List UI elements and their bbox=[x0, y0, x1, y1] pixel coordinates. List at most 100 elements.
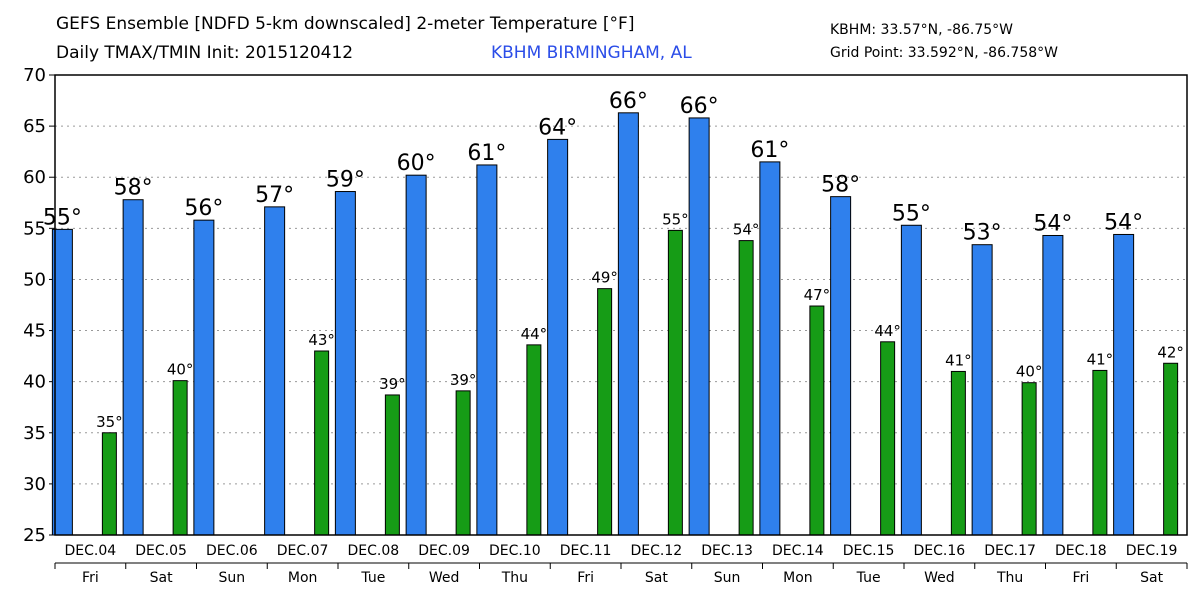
tmax-data-label: 64° bbox=[538, 115, 577, 140]
tmax-data-label: 61° bbox=[750, 138, 789, 163]
tmax-data-label: 60° bbox=[397, 151, 436, 176]
y-tick-label: 60 bbox=[23, 167, 46, 188]
tmax-data-label: 58° bbox=[821, 173, 860, 198]
x-tick-label-date: DEC.19 bbox=[1126, 543, 1178, 559]
tmin-data-label: 49° bbox=[591, 269, 618, 287]
x-tick-label-date: DEC.05 bbox=[135, 543, 187, 559]
tmax-bar bbox=[547, 138, 569, 536]
x-tick-label-weekday: Fri bbox=[1073, 570, 1090, 586]
tmax-bar bbox=[264, 206, 286, 536]
x-tick-label-weekday: Sun bbox=[219, 570, 246, 586]
tmin-data-label: 41° bbox=[945, 351, 972, 369]
x-tick-label-weekday: Sun bbox=[714, 570, 741, 586]
tmax-bar bbox=[688, 117, 710, 536]
x-tick-label-weekday: Fri bbox=[577, 570, 594, 586]
tmin-data-label: 55° bbox=[662, 210, 689, 228]
tmax-data-label: 54° bbox=[1033, 211, 1072, 236]
tmin-bar bbox=[526, 344, 542, 536]
tmax-data-label: 56° bbox=[184, 196, 223, 221]
tmax-bar bbox=[971, 244, 993, 536]
tmax-bar bbox=[1113, 233, 1135, 536]
tmin-data-label: 42° bbox=[1157, 343, 1184, 361]
x-tick-label-date: DEC.12 bbox=[631, 543, 683, 559]
chart-subtitle: Daily TMAX/TMIN Init: 2015120412 bbox=[56, 43, 354, 63]
tmax-data-label: 59° bbox=[326, 168, 365, 193]
plot-frame bbox=[54, 74, 1188, 536]
tmin-data-label: 40° bbox=[1016, 363, 1043, 381]
tmin-data-label: 41° bbox=[1087, 350, 1114, 368]
tmax-data-label: 55° bbox=[43, 205, 82, 230]
tmin-data-label: 43° bbox=[308, 331, 335, 349]
tmin-bar bbox=[172, 380, 188, 536]
x-tick-label-weekday: Thu bbox=[501, 570, 528, 586]
y-tick-label: 50 bbox=[23, 269, 46, 290]
tmin-data-label: 44° bbox=[874, 322, 901, 340]
station-name: KBHM BIRMINGHAM, AL bbox=[491, 43, 692, 63]
tmin-bar bbox=[1092, 369, 1108, 536]
x-tick-label-date: DEC.07 bbox=[277, 543, 329, 559]
tmax-bar bbox=[1042, 234, 1064, 536]
tmax-bar bbox=[476, 164, 498, 536]
tmin-data-label: 39° bbox=[450, 371, 477, 389]
y-tick-label: 35 bbox=[23, 423, 46, 444]
x-tick-label-date: DEC.06 bbox=[206, 543, 258, 559]
chart-title: GEFS Ensemble [NDFD 5-km downscaled] 2-m… bbox=[56, 14, 635, 34]
tmax-bar bbox=[122, 199, 144, 536]
x-tick-label-date: DEC.15 bbox=[843, 543, 895, 559]
tmax-bar bbox=[617, 112, 639, 536]
tmin-bar bbox=[809, 305, 825, 536]
x-tick-label-date: DEC.11 bbox=[560, 543, 612, 559]
x-tick-label-weekday: Fri bbox=[82, 570, 99, 586]
tmin-bar bbox=[597, 288, 613, 536]
tmin-bar bbox=[1163, 362, 1179, 536]
x-tick-label-date: DEC.16 bbox=[914, 543, 966, 559]
x-tick-label-weekday: Tue bbox=[360, 570, 385, 586]
tmin-data-label: 54° bbox=[733, 221, 760, 239]
tmax-data-label: 58° bbox=[114, 176, 153, 201]
x-tick-label-weekday: Mon bbox=[288, 570, 318, 586]
x-tick-label-date: DEC.08 bbox=[348, 543, 400, 559]
y-tick-label: 30 bbox=[23, 474, 46, 495]
x-tick-label-date: DEC.14 bbox=[772, 543, 824, 559]
tmin-bar bbox=[314, 350, 330, 536]
tmax-bar bbox=[193, 219, 215, 536]
tmin-bar bbox=[101, 432, 117, 536]
y-tick-label: 70 bbox=[23, 65, 46, 86]
y-tick-label: 40 bbox=[23, 372, 46, 393]
tmax-data-label: 61° bbox=[467, 141, 506, 166]
grid-point-coordinates: Grid Point: 33.592°N, -86.758°W bbox=[830, 45, 1058, 61]
x-tick-label-date: DEC.13 bbox=[701, 543, 753, 559]
tmin-data-label: 39° bbox=[379, 375, 406, 393]
tmax-data-label: 54° bbox=[1104, 210, 1143, 235]
tmax-bar bbox=[405, 174, 427, 536]
tmin-bar bbox=[384, 394, 400, 536]
y-tick-label: 65 bbox=[23, 116, 46, 137]
tmax-bar bbox=[830, 196, 852, 536]
x-tick-label-weekday: Sat bbox=[150, 570, 173, 586]
x-tick-label-weekday: Wed bbox=[924, 570, 955, 586]
tmin-data-label: 40° bbox=[167, 361, 194, 379]
tmin-data-label: 35° bbox=[96, 413, 123, 431]
tmin-data-label: 44° bbox=[521, 325, 548, 343]
tmax-data-label: 55° bbox=[892, 201, 931, 226]
x-tick-label-weekday: Thu bbox=[996, 570, 1023, 586]
x-tick-label-date: DEC.09 bbox=[418, 543, 470, 559]
x-tick-label-weekday: Wed bbox=[429, 570, 460, 586]
tmin-bar bbox=[950, 370, 966, 536]
y-tick-label: 55 bbox=[23, 218, 46, 239]
tmin-bar bbox=[738, 240, 754, 536]
tmax-bar bbox=[900, 224, 922, 536]
x-tick-label-weekday: Mon bbox=[783, 570, 813, 586]
x-tick-label-weekday: Tue bbox=[856, 570, 881, 586]
tmax-bar bbox=[334, 191, 356, 536]
x-tick-label-date: DEC.10 bbox=[489, 543, 541, 559]
tmin-bar bbox=[455, 390, 471, 536]
tmax-data-label: 57° bbox=[255, 183, 294, 208]
tmax-bar bbox=[759, 161, 781, 536]
x-tick-label-date: DEC.17 bbox=[984, 543, 1036, 559]
y-tick-label: 45 bbox=[23, 321, 46, 342]
tmin-data-label: 47° bbox=[804, 286, 831, 304]
x-tick-label-date: DEC.04 bbox=[65, 543, 117, 559]
tmax-data-label: 66° bbox=[680, 94, 719, 119]
